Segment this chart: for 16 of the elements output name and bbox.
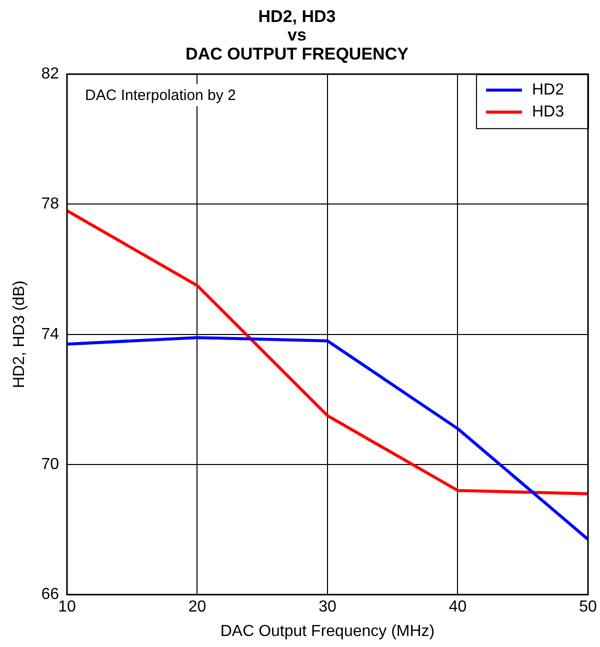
x-tick-label: 30: [318, 598, 336, 616]
y-tick-label: 78: [41, 196, 60, 213]
y-tick-label: 74: [41, 326, 60, 343]
chart-title: HD2, HD3 vs DAC OUTPUT FREQUENCY: [186, 7, 410, 64]
x-tick-label: 20: [188, 598, 206, 616]
y-axis-title: HD2, HD3 (dB): [11, 280, 28, 388]
annotation: DAC Interpolation by 2: [84, 87, 236, 104]
x-tick-label: 40: [448, 598, 467, 616]
y-tick-label: 70: [41, 456, 60, 473]
legend-label: HD3: [532, 104, 564, 121]
x-tick-label: 50: [579, 598, 597, 616]
y-tick-label: 66: [41, 586, 60, 604]
x-axis-title: DAC Output Frequency (MHz): [220, 622, 435, 640]
legend-label: HD2: [532, 82, 564, 99]
y-tick-label: 82: [41, 66, 60, 83]
x-tick-label: 10: [58, 598, 76, 616]
